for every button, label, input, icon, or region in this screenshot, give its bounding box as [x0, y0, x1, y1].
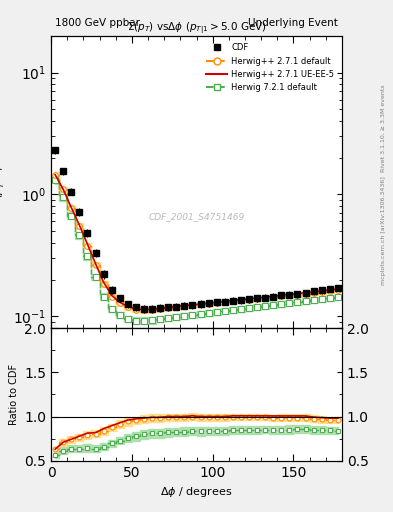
Text: CDF_2001_S4751469: CDF_2001_S4751469: [149, 212, 244, 222]
Text: Rivet 3.1.10, ≥ 3.3M events: Rivet 3.1.10, ≥ 3.3M events: [381, 84, 386, 172]
X-axis label: $\Delta\phi$ / degrees: $\Delta\phi$ / degrees: [160, 485, 233, 499]
Y-axis label: Ratio to CDF: Ratio to CDF: [9, 364, 19, 425]
Text: 1800 GeV ppbar: 1800 GeV ppbar: [55, 18, 140, 28]
Text: mcplots.cern.ch [arXiv:1306.3436]: mcplots.cern.ch [arXiv:1306.3436]: [381, 176, 386, 285]
Legend: CDF, Herwig++ 2.7.1 default, Herwig++ 2.7.1 UE-EE-5, Herwig 7.2.1 default: CDF, Herwig++ 2.7.1 default, Herwig++ 2.…: [203, 40, 338, 95]
Title: $\Sigma(p_T)$ vs$\Delta\phi$ $(p_{T|1} > 5.0\ \mathrm{GeV})$: $\Sigma(p_T)$ vs$\Delta\phi$ $(p_{T|1} >…: [127, 20, 266, 36]
Y-axis label: $\langle p_T^\mathrm{sum} \rangle$: $\langle p_T^\mathrm{sum} \rangle$: [0, 165, 7, 199]
Text: Underlying Event: Underlying Event: [248, 18, 338, 28]
